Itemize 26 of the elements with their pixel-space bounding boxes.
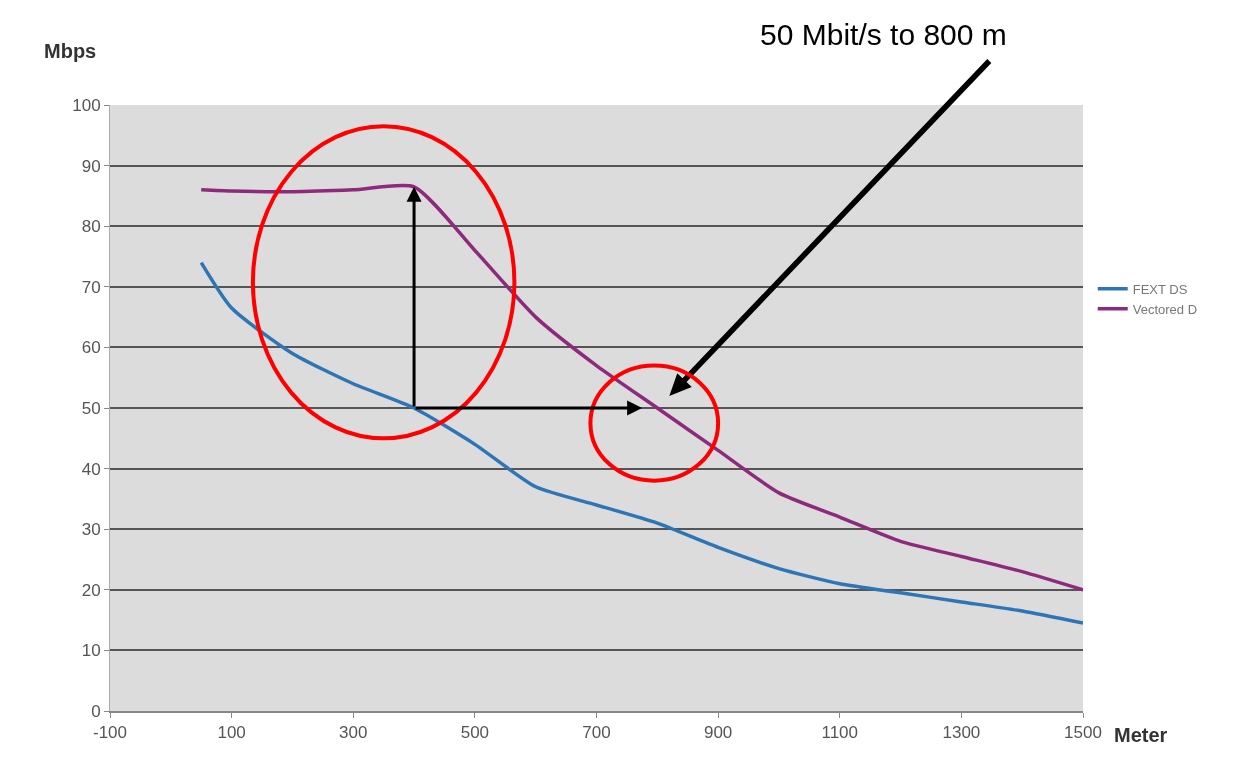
y-tick-label: 80	[81, 217, 101, 237]
x-tick-label: 1500	[1064, 723, 1102, 743]
y-tick-label: 100	[72, 95, 101, 115]
y-tick-label: 0	[91, 701, 101, 721]
x-tick-label: 300	[339, 723, 368, 743]
y-axis-title: Mbps	[44, 40, 97, 62]
y-tick-label: 90	[81, 156, 101, 176]
line-series	[199, 260, 1083, 625]
y-tick-label: 10	[81, 641, 101, 661]
y-tick-label: 40	[81, 459, 101, 479]
x-tick-label: 100	[217, 723, 246, 743]
x-axis-title: Meter	[1114, 724, 1168, 746]
y-tick-label: 70	[81, 277, 101, 297]
y-tick-label: 50	[81, 398, 101, 418]
x-tick-label: 700	[582, 723, 611, 743]
x-tick-label: -100	[92, 723, 128, 743]
x-tick-label: 1300	[942, 723, 981, 743]
x-tick-label: 900	[703, 723, 733, 743]
y-tick-label: 20	[81, 580, 101, 600]
y-tick-label: 30	[81, 520, 101, 540]
x-tick-label: 1100	[821, 723, 859, 743]
legend-label: Vectored D	[1132, 301, 1198, 317]
legend-label: FEXT DS	[1132, 281, 1188, 297]
text: 50 Mbit/s to 800 m	[760, 18, 1007, 51]
y-tick-label: 60	[81, 338, 101, 358]
x-tick-label: 500	[460, 723, 490, 743]
